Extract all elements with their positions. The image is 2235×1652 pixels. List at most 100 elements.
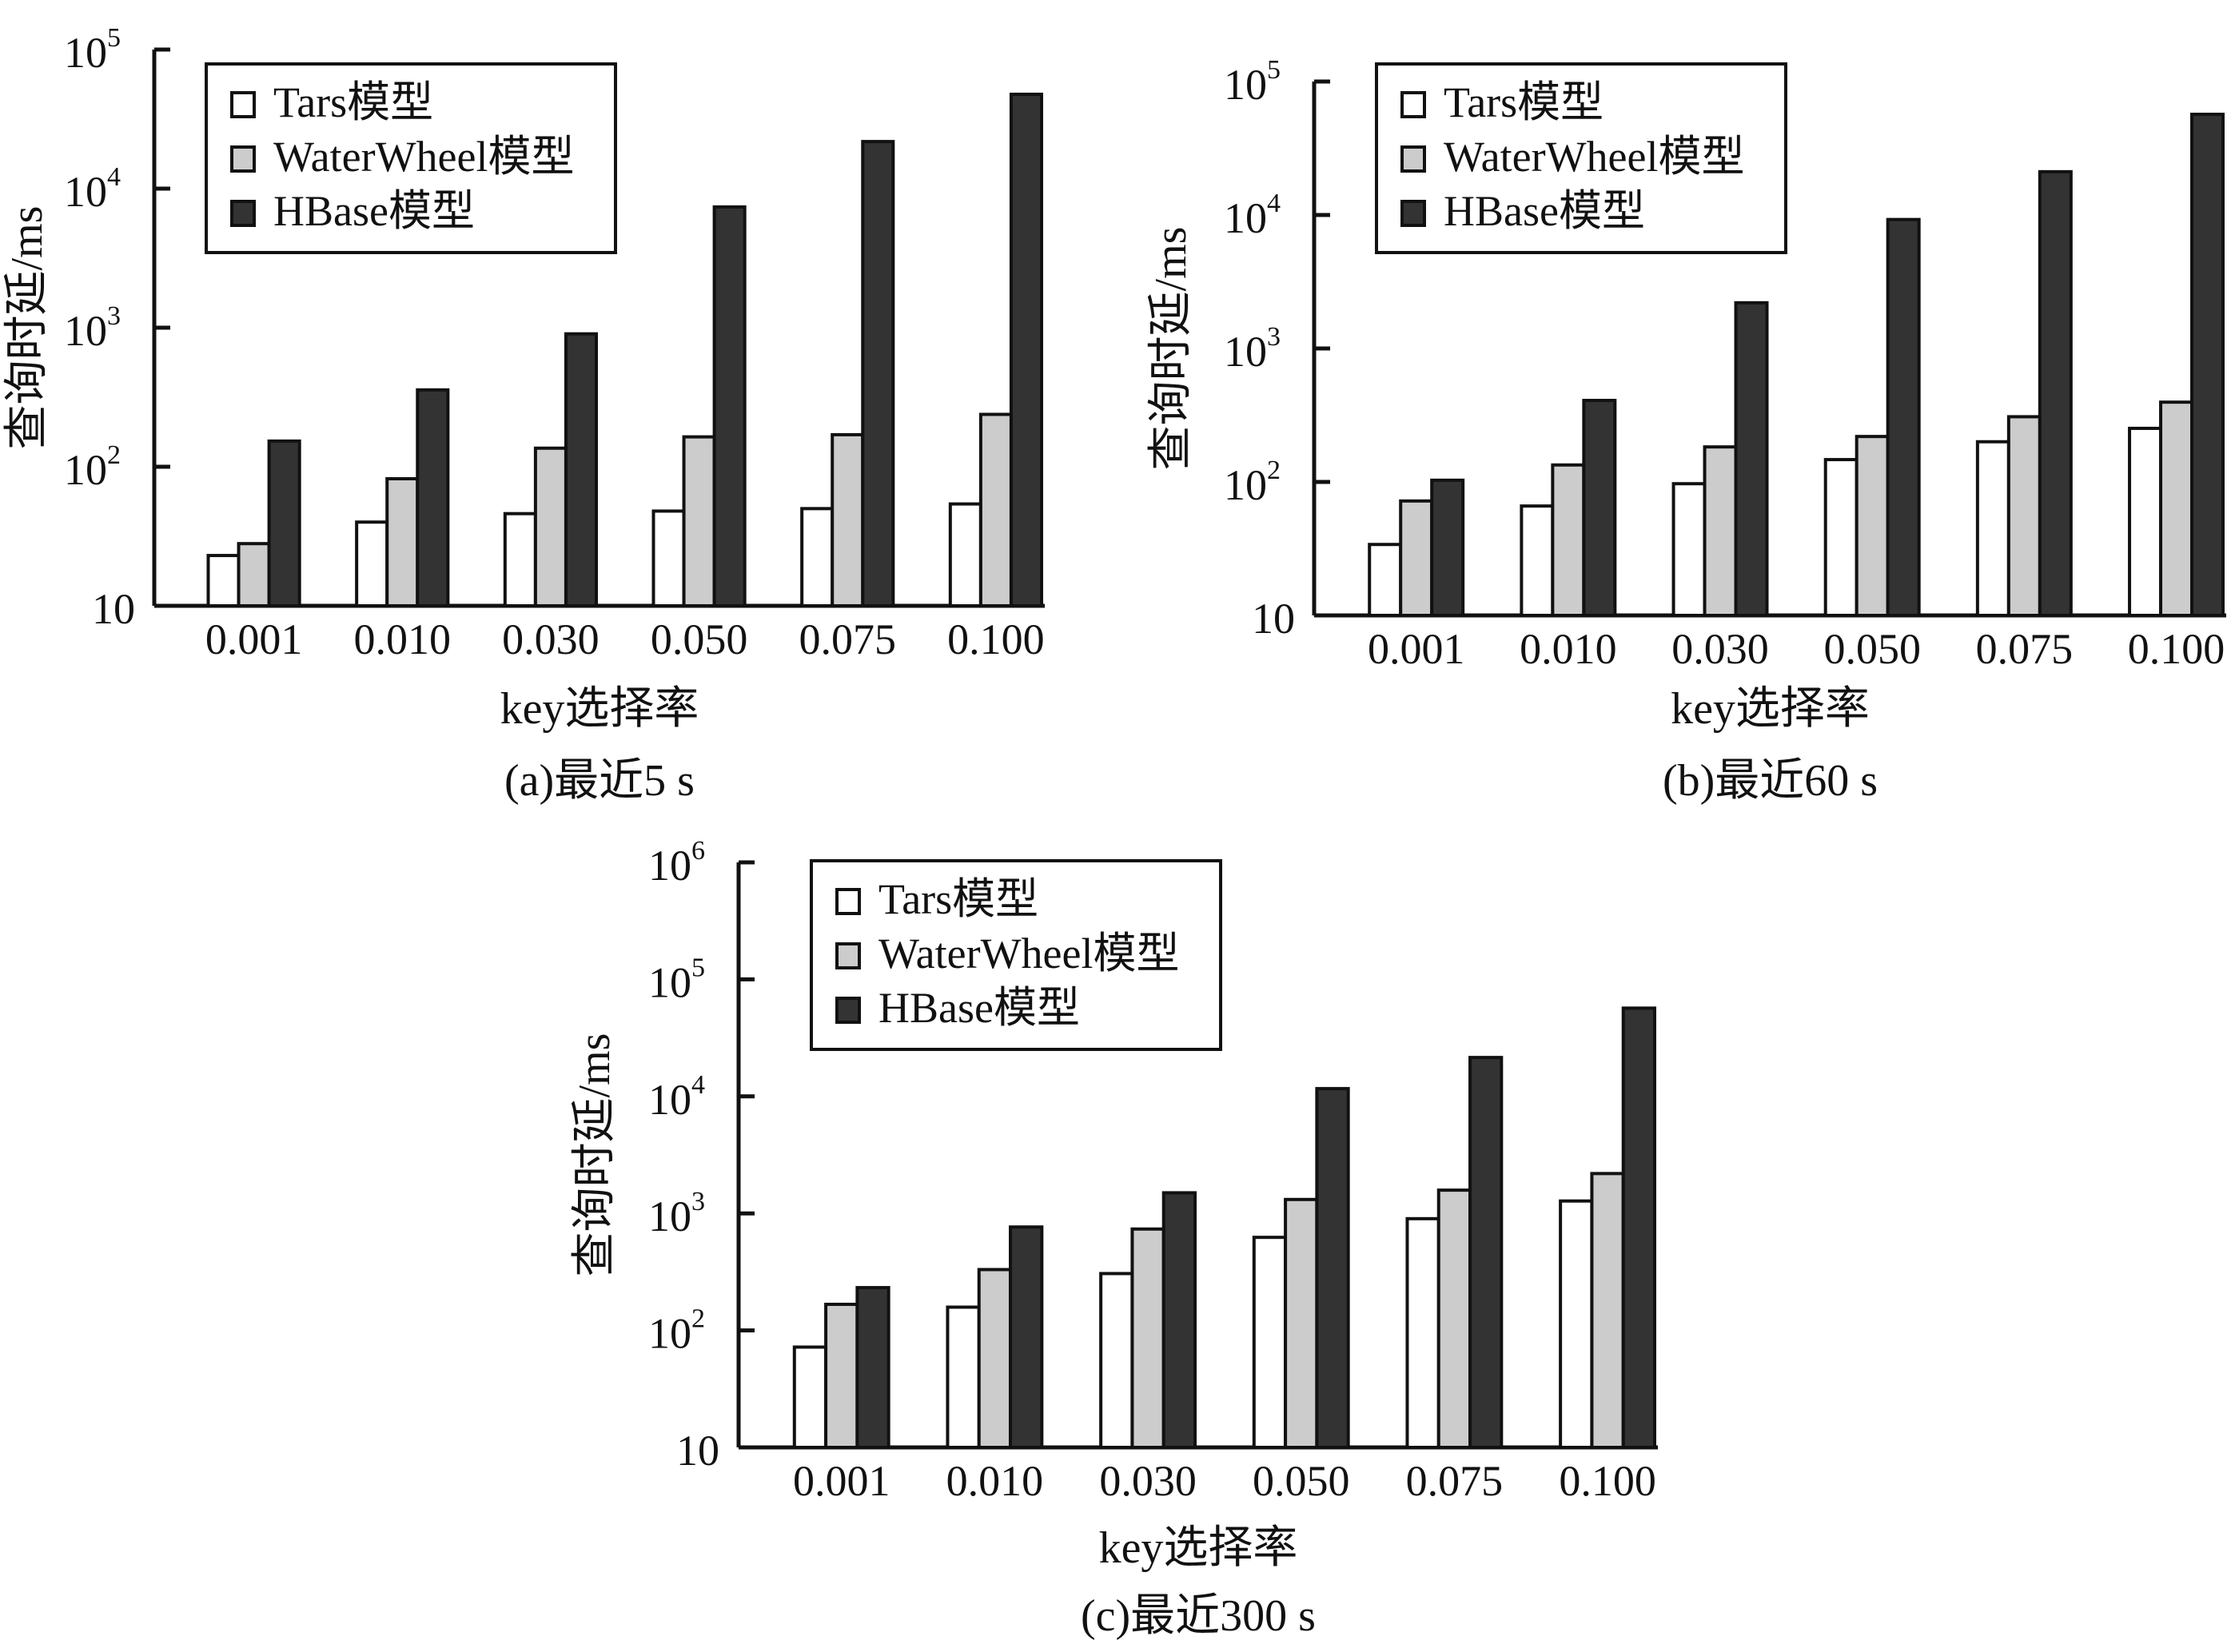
bar-waterwheel-0.030: [1703, 445, 1738, 617]
y-tick-label: 105: [1224, 55, 1281, 109]
x-tick-label: 0.030: [502, 615, 600, 663]
bar-waterwheel-0.001: [1399, 499, 1434, 618]
bar-waterwheel-0.075: [1436, 1188, 1472, 1449]
x-axis-label: key选择率: [1099, 1523, 1298, 1573]
y-tick-label: 103: [648, 1187, 705, 1240]
bar-waterwheel-0.075: [831, 432, 865, 608]
bar-tars-0.030: [503, 512, 537, 607]
bar-hbase-0.001: [1430, 478, 1465, 618]
bar-waterwheel-0.100: [1590, 1172, 1625, 1450]
chart-c: 10 102 103 104 105 106 0.001 0.010 0.030 0.050 0.0…: [570, 836, 1658, 1641]
y-tick-label: 102: [64, 440, 121, 494]
y-tick-label: 103: [64, 301, 121, 355]
x-tick-label: 0.001: [205, 615, 303, 663]
bar-waterwheel-0.100: [2159, 400, 2194, 617]
bar-tars-0.050: [651, 509, 686, 608]
y-tick-label: 104: [1224, 189, 1281, 242]
chart-a: 10 102 103 104 105 0.001 0.010 0.030 0.050 0.075 0…: [2, 23, 1045, 806]
x-tick-label: 0.050: [1823, 625, 1921, 673]
bar-hbase-0.050: [712, 205, 747, 607]
chart-b: 10 102 103 104 105 0.001 0.010 0.030 0.050 0.075 0…: [1146, 55, 2226, 806]
y-tick-label: 104: [648, 1070, 705, 1124]
bar-waterwheel-0.100: [978, 412, 1013, 607]
legend-swatch: [1400, 145, 1426, 173]
y-tick-label: 104: [64, 162, 121, 216]
bar-tars-0.001: [206, 554, 241, 607]
legend-label: HBase模型: [273, 187, 475, 235]
bar-hbase-0.050: [1886, 217, 1921, 617]
bar-hbase-0.001: [855, 1286, 890, 1449]
bar-hbase-0.075: [861, 140, 895, 607]
bar-hbase-0.100: [1621, 1006, 1657, 1449]
bar-tars-0.030: [1671, 482, 1707, 617]
bar-hbase-0.010: [1582, 399, 1617, 617]
x-tick-label: 0.050: [651, 615, 748, 663]
legend-swatch: [1400, 200, 1426, 227]
legend-label: Tars模型: [878, 875, 1038, 923]
legend-swatch: [230, 200, 256, 227]
bar-waterwheel-0.030: [1130, 1227, 1165, 1449]
y-axis-label: 查询时延/ms: [2, 206, 52, 450]
bar-hbase-0.100: [2190, 113, 2225, 618]
bar-waterwheel-0.075: [2006, 415, 2042, 618]
x-axis-label: key选择率: [500, 684, 699, 734]
legend-swatch: [230, 145, 256, 173]
bar-tars-0.001: [1368, 543, 1403, 618]
legend-label: WaterWheel模型: [1444, 133, 1744, 181]
x-tick-label: 0.100: [1559, 1457, 1656, 1505]
y-tick-label: 102: [1224, 456, 1281, 509]
y-tick-label: 105: [64, 23, 121, 77]
x-axis-label: key选择率: [1671, 684, 1870, 734]
bar-tars-0.075: [1975, 440, 2010, 617]
legend-swatch: [835, 942, 861, 969]
x-tick-label: 0.010: [1520, 625, 1617, 673]
bar-waterwheel-0.030: [533, 446, 568, 607]
x-tick-label: 0.050: [1253, 1457, 1350, 1505]
bar-hbase-0.075: [1468, 1056, 1504, 1449]
legend-label: WaterWheel模型: [273, 133, 574, 181]
x-tick-label: 0.010: [353, 615, 451, 663]
legend-swatch: [1400, 91, 1426, 118]
bar-tars-0.010: [946, 1305, 981, 1449]
legend-box: [810, 859, 1222, 1051]
bar-waterwheel-0.050: [1855, 435, 1890, 617]
y-tick-label: 105: [648, 953, 705, 1006]
bar-hbase-0.030: [1734, 301, 1769, 617]
x-tick-label: 0.010: [946, 1457, 1044, 1505]
bar-tars-0.010: [355, 520, 389, 608]
bar-hbase-0.100: [1009, 92, 1044, 607]
bar-tars-0.001: [792, 1345, 828, 1450]
bar-waterwheel-0.010: [977, 1268, 1013, 1450]
bar-tars-0.050: [1823, 458, 1859, 617]
chart-title: (c)最近300 s: [1081, 1591, 1316, 1641]
bar-waterwheel-0.010: [385, 476, 420, 608]
x-tick-label: 0.075: [1406, 1457, 1504, 1505]
y-tick-label: 10: [676, 1427, 719, 1475]
legend-label: Tars模型: [1444, 78, 1604, 126]
bar-tars-0.100: [2128, 426, 2163, 618]
bar-tars-0.075: [1405, 1216, 1440, 1449]
bar-waterwheel-0.050: [1284, 1197, 1319, 1450]
y-tick-label: 10: [92, 585, 135, 633]
y-axis-label: 查询时延/ms: [570, 1033, 620, 1277]
y-tick-label: 102: [648, 1304, 705, 1358]
legend-label: Tars模型: [273, 78, 433, 126]
bar-waterwheel-0.010: [1551, 463, 1586, 617]
y-tick-label: 103: [1224, 322, 1281, 376]
bar-waterwheel-0.001: [824, 1302, 859, 1449]
legend-box: [205, 62, 617, 254]
bar-hbase-0.030: [1161, 1191, 1197, 1450]
x-tick-label: 0.100: [2128, 625, 2225, 673]
bar-hbase-0.075: [2038, 169, 2073, 617]
legend-swatch: [835, 888, 861, 915]
bar-hbase-0.050: [1315, 1087, 1350, 1449]
chart-title: (b)最近60 s: [1663, 756, 1878, 806]
bar-tars-0.030: [1099, 1272, 1134, 1449]
bar-hbase-0.001: [267, 439, 301, 608]
legend-label: HBase模型: [1444, 187, 1645, 235]
bar-hbase-0.010: [1009, 1225, 1044, 1449]
bar-waterwheel-0.050: [682, 435, 716, 608]
bar-waterwheel-0.001: [237, 542, 271, 608]
x-tick-label: 0.100: [947, 615, 1045, 663]
